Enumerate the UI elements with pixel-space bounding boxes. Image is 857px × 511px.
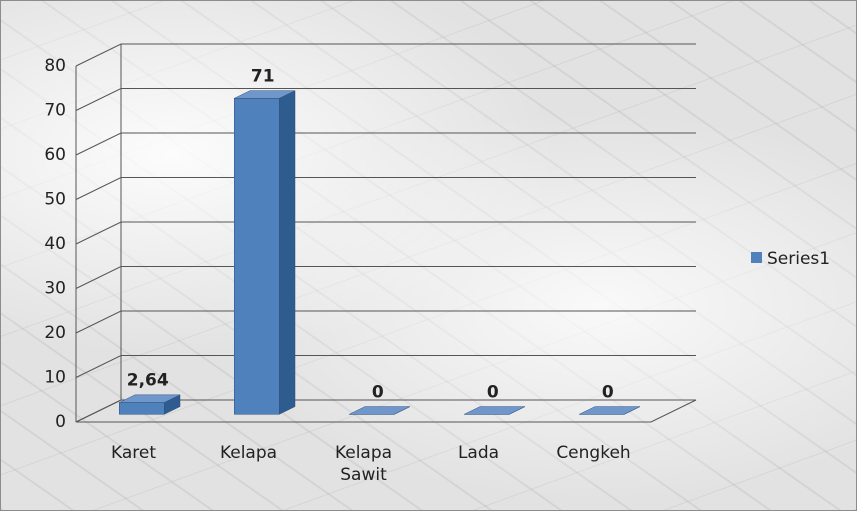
bar-front	[234, 98, 280, 415]
y-tick-label: 40	[44, 234, 66, 254]
bar	[349, 406, 411, 415]
bar-top	[349, 406, 411, 415]
bar-top	[579, 406, 641, 415]
y-tick-label: 0	[55, 412, 66, 432]
bar	[119, 394, 181, 415]
data-label: 0	[602, 382, 614, 402]
x-tick-label: Cengkeh	[556, 443, 631, 463]
grid-line	[75, 88, 696, 111]
x-tick-label: Kelapa Sawit	[334, 443, 393, 485]
x-tick-label: Lada	[457, 443, 500, 463]
legend-label: Series1	[767, 249, 830, 269]
grid-line	[75, 177, 696, 200]
legend-swatch	[751, 252, 762, 263]
grid-line	[75, 399, 696, 423]
grid-line	[75, 43, 696, 67]
y-tick-label: 10	[44, 368, 66, 388]
bar-top	[464, 406, 526, 415]
y-tick-label: 70	[44, 101, 66, 121]
data-label: 0	[487, 382, 499, 402]
data-label: 2,64	[127, 371, 169, 391]
y-tick-label: 50	[44, 190, 66, 210]
y-tick-label: 20	[44, 323, 66, 343]
y-tick-label: 30	[44, 279, 66, 299]
y-tick-label: 60	[44, 145, 66, 165]
bar	[579, 406, 641, 415]
data-label: 0	[372, 382, 384, 402]
data-label: 71	[251, 66, 275, 86]
grid-line	[75, 355, 696, 378]
grid-line	[75, 310, 696, 334]
y-tick-label: 80	[44, 56, 66, 76]
bar-front	[119, 402, 165, 415]
grid-line	[75, 266, 696, 289]
grid-line	[75, 221, 696, 245]
x-tick-label: Karet	[110, 443, 156, 463]
bar-side	[279, 90, 296, 415]
bar-top	[234, 90, 296, 99]
bar	[464, 406, 526, 415]
grid-line	[75, 132, 696, 156]
bar-top	[119, 394, 181, 403]
x-tick-label: Kelapa	[219, 443, 278, 463]
bar	[234, 90, 296, 415]
